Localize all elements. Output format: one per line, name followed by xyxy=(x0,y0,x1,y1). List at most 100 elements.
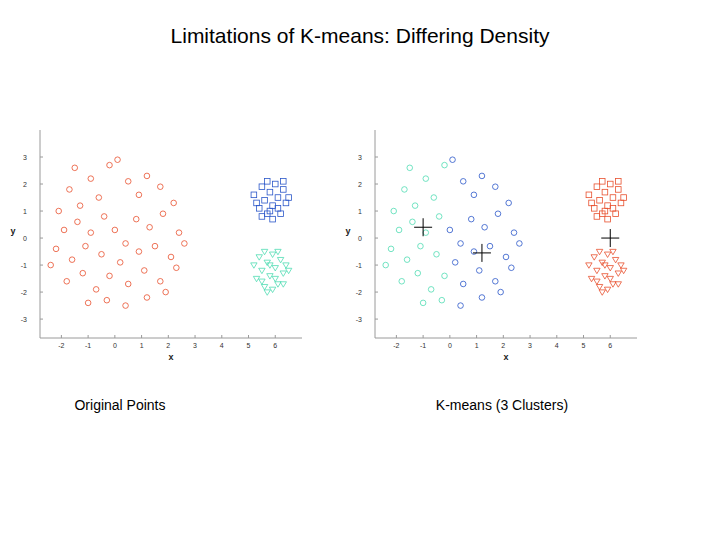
point xyxy=(168,254,174,260)
x-tick xyxy=(275,335,276,338)
slide-title: Limitations of K-means: Differing Densit… xyxy=(171,24,550,47)
y-tick-label: -1 xyxy=(356,262,362,269)
point xyxy=(615,187,621,193)
x-tick xyxy=(141,335,142,338)
slide-canvas: Limitations of K-means: Differing Densit… xyxy=(0,0,720,540)
y-tick-label: -2 xyxy=(356,289,362,296)
point xyxy=(117,260,123,266)
point xyxy=(147,224,153,230)
point xyxy=(431,195,437,201)
y-tick xyxy=(375,184,378,185)
y-tick-label: -3 xyxy=(356,316,362,323)
y-tick xyxy=(40,184,43,185)
point xyxy=(77,203,83,209)
point xyxy=(607,276,613,281)
point xyxy=(123,241,129,247)
point xyxy=(495,211,501,217)
x-tick-label: 3 xyxy=(193,342,197,349)
point xyxy=(450,157,456,163)
x-axis-line xyxy=(40,338,302,339)
x-tick-label: 1 xyxy=(140,342,144,349)
point xyxy=(275,249,281,254)
point xyxy=(452,260,458,266)
y-tick-label: -2 xyxy=(21,289,27,296)
y-tick-label: -1 xyxy=(21,262,27,269)
x-tick xyxy=(195,335,196,338)
point xyxy=(597,197,603,203)
point xyxy=(261,284,267,289)
point xyxy=(479,295,485,301)
point xyxy=(404,257,410,263)
y-axis-line xyxy=(375,130,376,338)
point xyxy=(251,192,257,198)
x-axis-label: x xyxy=(503,352,508,362)
point xyxy=(399,278,405,284)
point xyxy=(278,211,284,217)
y-axis-line xyxy=(40,130,41,338)
point xyxy=(141,268,147,274)
point xyxy=(476,268,482,274)
y-tick-label: 1 xyxy=(358,208,362,215)
point xyxy=(612,257,618,262)
point xyxy=(410,219,416,225)
point xyxy=(618,200,624,206)
point xyxy=(620,268,626,273)
x-tick-label: 4 xyxy=(555,342,559,349)
point xyxy=(509,265,515,271)
point xyxy=(107,162,113,168)
point xyxy=(72,165,78,171)
point xyxy=(267,263,273,268)
point xyxy=(56,208,62,214)
point xyxy=(605,203,611,209)
x-tick-label: 5 xyxy=(247,342,251,349)
point xyxy=(594,214,600,220)
x-tick-label: 2 xyxy=(166,342,170,349)
point xyxy=(254,200,260,206)
centroid xyxy=(473,244,491,262)
point xyxy=(85,300,91,306)
point xyxy=(285,268,291,273)
y-tick-label: 2 xyxy=(358,181,362,188)
point xyxy=(506,200,512,206)
point xyxy=(123,303,129,309)
centroid xyxy=(414,218,432,236)
point xyxy=(460,281,466,287)
point xyxy=(96,195,102,201)
point xyxy=(460,179,466,185)
point xyxy=(479,173,485,179)
point xyxy=(423,230,429,236)
point xyxy=(69,257,75,263)
x-tick-label: 6 xyxy=(608,342,612,349)
y-tick xyxy=(40,319,43,320)
point xyxy=(280,282,286,287)
point xyxy=(158,278,164,284)
x-tick xyxy=(423,335,424,338)
x-tick-label: -2 xyxy=(58,342,64,349)
point xyxy=(88,230,94,236)
x-tick-label: -1 xyxy=(420,342,426,349)
point xyxy=(283,263,289,268)
point xyxy=(280,271,286,276)
point xyxy=(259,268,265,273)
point xyxy=(133,216,139,222)
point xyxy=(275,195,281,201)
point xyxy=(402,187,408,193)
point xyxy=(272,266,278,271)
y-tick-label: 0 xyxy=(23,235,27,242)
point xyxy=(458,241,464,247)
chart: -2-10123456-3-2-10123xyK-means (3 Cluste… xyxy=(345,130,637,413)
point xyxy=(594,268,600,273)
chart-caption: K-means (3 Clusters) xyxy=(436,397,568,413)
point xyxy=(442,273,448,279)
point xyxy=(163,289,169,295)
point xyxy=(136,192,142,198)
point xyxy=(423,176,429,182)
point xyxy=(439,297,445,303)
point xyxy=(83,243,89,249)
point xyxy=(264,179,270,185)
point xyxy=(388,246,394,252)
x-tick xyxy=(610,335,611,338)
x-tick-label: -1 xyxy=(85,342,91,349)
x-tick-label: 2 xyxy=(501,342,505,349)
point xyxy=(80,270,86,276)
